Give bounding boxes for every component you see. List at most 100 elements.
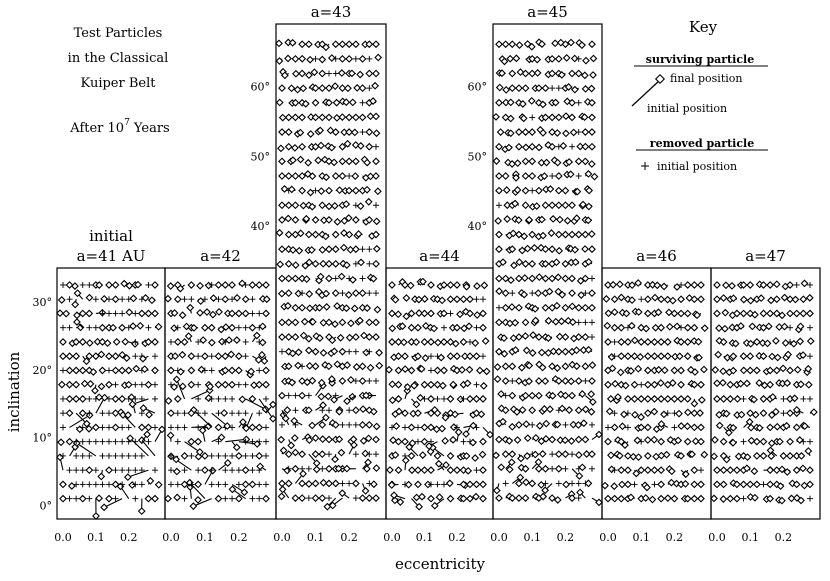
surviving-particle [56,309,64,318]
surviving-particle [471,339,480,347]
surviving-particle [528,172,537,180]
surviving-particle [540,405,549,413]
removed-particle [215,395,222,402]
surviving-particle [111,409,120,418]
surviving-particle [111,423,120,432]
surviving-particle [778,496,786,505]
surviving-particle [414,352,422,361]
removed-particle [73,467,80,474]
removed-particle [86,324,93,331]
surviving-particle [311,434,320,442]
surviving-particle [346,245,355,254]
surviving-particle [508,303,516,311]
removed-particle [589,275,595,282]
surviving-particle [759,395,768,403]
removed-particle [201,296,208,303]
surviving-particle [713,466,721,475]
surviving-particle [607,353,616,361]
surviving-particle [206,382,215,391]
legend-key: Key surviving particle final position in… [631,18,768,173]
surviving-particle [584,202,593,211]
surviving-particle [554,464,563,473]
surviving-particle [311,113,320,122]
surviving-particle [580,71,589,80]
surviving-particle [553,420,562,429]
surviving-particle [617,494,626,503]
removed-particle [352,348,359,355]
surviving-particle [663,295,672,304]
surviving-particle [284,230,293,239]
removed-particle [99,452,106,459]
surviving-particle [734,452,743,461]
surviving-particle [766,366,775,375]
removed-particle [352,451,359,458]
surviving-particle [98,323,107,332]
surviving-particle [700,450,709,459]
surviving-particle [372,259,380,268]
surviving-particle [690,466,699,475]
removed-particle [132,310,139,317]
removed-particle [222,467,229,474]
surviving-particle [386,466,394,474]
removed-particle [73,495,80,502]
surviving-particle [118,366,127,375]
surviving-particle [502,186,511,194]
surviving-particle [331,245,340,254]
surviving-particle [184,332,193,343]
removed-particle [229,296,236,303]
surviving-particle [541,483,553,495]
surviving-particle [533,55,542,64]
surviving-particle [496,128,505,136]
surviving-particle [752,437,761,446]
surviving-particle [719,338,728,346]
removed-particle [312,55,319,62]
surviving-particle [284,289,293,298]
key-final-diamond [654,73,666,85]
surviving-particle [482,427,494,439]
surviving-particle [415,295,423,304]
removed-particle [292,407,299,414]
surviving-particle [372,129,381,138]
surviving-particle [501,40,510,49]
surviving-particle [362,391,377,400]
surviving-particle [587,390,596,399]
surviving-particle [228,281,236,289]
removed-particle [299,465,306,472]
surviving-particle [561,201,570,210]
surviving-particle [778,311,787,320]
surviving-particle [767,296,775,305]
surviving-particle [412,493,421,502]
removed-particle [787,324,794,331]
surviving-particle [604,281,612,289]
surviving-particle [218,337,226,346]
surviving-particle [792,405,804,414]
surviving-particle [624,466,632,475]
x-tick-label: 0.2 [775,531,793,544]
surviving-particle [792,309,801,318]
surviving-particle [726,494,735,503]
surviving-particle [331,420,340,429]
surviving-particle [453,466,461,475]
surviving-particle [514,216,523,225]
surviving-particle [278,274,286,283]
surviving-particle [394,366,403,375]
surviving-particle [581,128,590,136]
surviving-particle [736,379,745,388]
x-tick-label: 0.0 [708,531,726,544]
surviving-particle [620,410,628,419]
surviving-particle [278,201,286,210]
removed-particle [86,281,93,288]
surviving-particle [503,215,512,223]
surviving-particle [173,295,182,304]
surviving-particle [554,347,563,356]
removed-particle [480,353,486,360]
surviving-particle [548,142,557,151]
surviving-particle [574,230,583,239]
surviving-particle [343,361,352,369]
removed-particle [222,495,229,502]
surviving-particle [752,338,761,346]
removed-particle [60,367,66,374]
removed-particle [740,495,747,502]
surviving-particle [287,439,296,450]
surviving-particle [574,377,583,385]
